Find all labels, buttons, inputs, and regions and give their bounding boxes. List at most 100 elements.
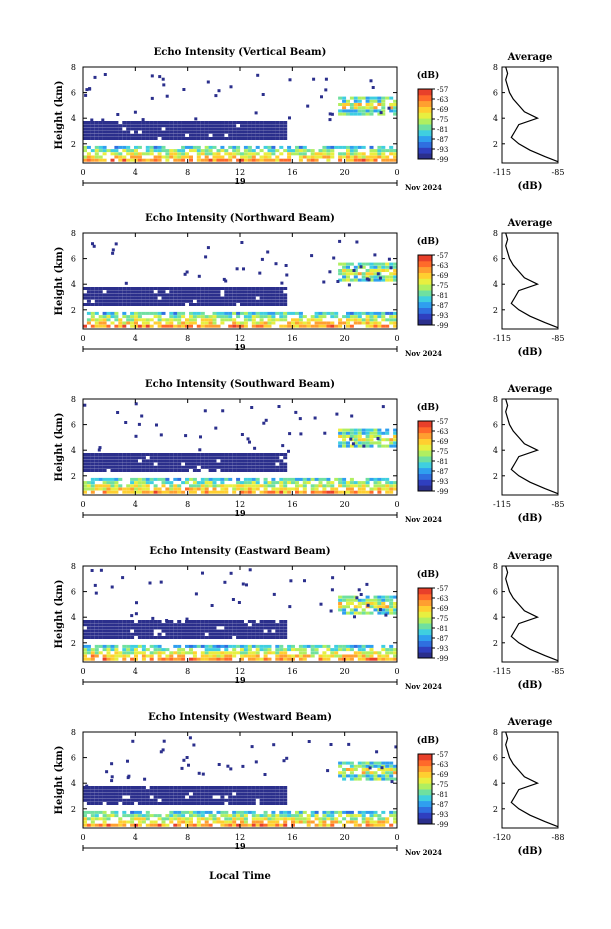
- colorbar-swatch: [418, 255, 432, 262]
- heatmap-cell: [326, 823, 331, 827]
- heatmap-cell: [243, 490, 248, 494]
- heatmap-cell: [86, 303, 91, 306]
- heatmap-cell: [106, 481, 111, 485]
- heatmap-cell: [353, 608, 358, 612]
- heatmap-cell: [259, 456, 264, 460]
- heatmap-cell: [204, 296, 209, 300]
- heatmap-cell: [98, 644, 103, 648]
- heatmap-cell: [106, 654, 111, 658]
- colorbar-swatch: [418, 588, 432, 595]
- heatmap-cell: [389, 158, 394, 162]
- heatmap-cell: [83, 145, 87, 149]
- heatmap-cell: [385, 651, 390, 655]
- heatmap-cell: [369, 112, 374, 116]
- heatmap-cell: [106, 130, 111, 134]
- heatmap-cell: [389, 145, 394, 149]
- heatmap-cell: [255, 632, 260, 636]
- heatmap-cell: [137, 318, 142, 322]
- heatmap-cell: [189, 484, 193, 488]
- heatmap-cell: [130, 623, 135, 627]
- heatmap-cell: [314, 324, 319, 328]
- heatmap-cell: [232, 487, 237, 491]
- heatmap-cell: [346, 605, 350, 609]
- heatmap-cell: [373, 269, 378, 272]
- heatmap-cell: [365, 315, 370, 319]
- heatmap-cell: [393, 651, 398, 655]
- heatmap-cell: [243, 152, 248, 156]
- heatmap-cell: [246, 437, 250, 441]
- heatmap-cell: [275, 290, 280, 294]
- heatmap-cell: [110, 798, 115, 802]
- heatmap-cell: [86, 453, 91, 456]
- heatmap-cell: [165, 121, 170, 124]
- heatmap-cell: [291, 481, 295, 485]
- heatmap-cell: [338, 608, 343, 612]
- heatmap-cell: [134, 155, 138, 159]
- heatmap-cell: [263, 293, 268, 297]
- heatmap-cell: [153, 623, 158, 627]
- heatmap-cell: [267, 490, 272, 494]
- heatmap-cell: [192, 456, 197, 460]
- heatmap-cell: [204, 121, 209, 124]
- heatmap-cell: [114, 137, 119, 140]
- heatmap-cell: [114, 133, 119, 137]
- heatmap-cell: [212, 121, 217, 124]
- heatmap-cell: [361, 109, 366, 113]
- heatmap-cell: [220, 477, 225, 481]
- heatmap-cell: [322, 155, 327, 159]
- heatmap-cell: [283, 484, 288, 488]
- heatmap-cell: [173, 137, 178, 140]
- heatmap-cell: [114, 293, 119, 297]
- heatmap-cell: [369, 611, 374, 615]
- heatmap-cell: [283, 465, 288, 469]
- heatmap-cell: [208, 287, 213, 290]
- heatmap-cell: [189, 789, 193, 793]
- heatmap-cell: [106, 137, 111, 140]
- heatmap-cell: [330, 654, 335, 658]
- heatmap-cell: [208, 651, 213, 655]
- heatmap-cell: [275, 802, 280, 805]
- heatmap-cell: [232, 644, 237, 648]
- heatmap-cell: [137, 623, 142, 627]
- heatmap-cell: [224, 644, 229, 648]
- heatmap-cell: [365, 324, 370, 328]
- heatmap-cell: [114, 792, 119, 796]
- heatmap-cell: [149, 287, 154, 290]
- heatmap-cell: [189, 130, 193, 134]
- heatmap-cell: [287, 814, 292, 818]
- heatmap-cell: [353, 315, 358, 319]
- heatmap-cell: [111, 248, 115, 252]
- heatmap-cell: [232, 795, 237, 799]
- heatmap-cell: [94, 124, 99, 128]
- heatmap-cell: [126, 632, 131, 636]
- heatmap-cell: [267, 620, 272, 623]
- heatmap-cell: [243, 786, 248, 789]
- heatmap-cell: [220, 311, 225, 315]
- heatmap-cell: [377, 155, 382, 159]
- heatmap-cell: [236, 620, 241, 623]
- heatmap-cell: [216, 820, 221, 824]
- heatmap-cell: [189, 644, 193, 648]
- heatmap-cell: [212, 453, 217, 456]
- heatmap-cell: [279, 324, 284, 328]
- heatmap-cell: [243, 820, 248, 824]
- heatmap-cell: [255, 469, 260, 472]
- heatmap-cell: [342, 774, 347, 778]
- heatmap-cell: [349, 155, 354, 159]
- heatmap-cell: [287, 477, 292, 481]
- heatmap-cell: [94, 311, 99, 315]
- heatmap-cell: [173, 124, 178, 128]
- heatmap-cell: [381, 109, 386, 113]
- heatmap-cell: [220, 792, 225, 796]
- heatmap-cell: [189, 287, 193, 290]
- heatmap-cell: [173, 477, 178, 481]
- heatmap-cell: [240, 823, 244, 827]
- heatmap-cell: [149, 124, 154, 128]
- heatmap-cell: [381, 149, 386, 153]
- heatmap-cell: [346, 820, 350, 824]
- heatmap-cell: [247, 626, 252, 630]
- heatmap-cell: [141, 318, 146, 322]
- heatmap-cell: [110, 287, 115, 290]
- heatmap-cell: [361, 648, 366, 652]
- heatmap-cell: [98, 127, 103, 131]
